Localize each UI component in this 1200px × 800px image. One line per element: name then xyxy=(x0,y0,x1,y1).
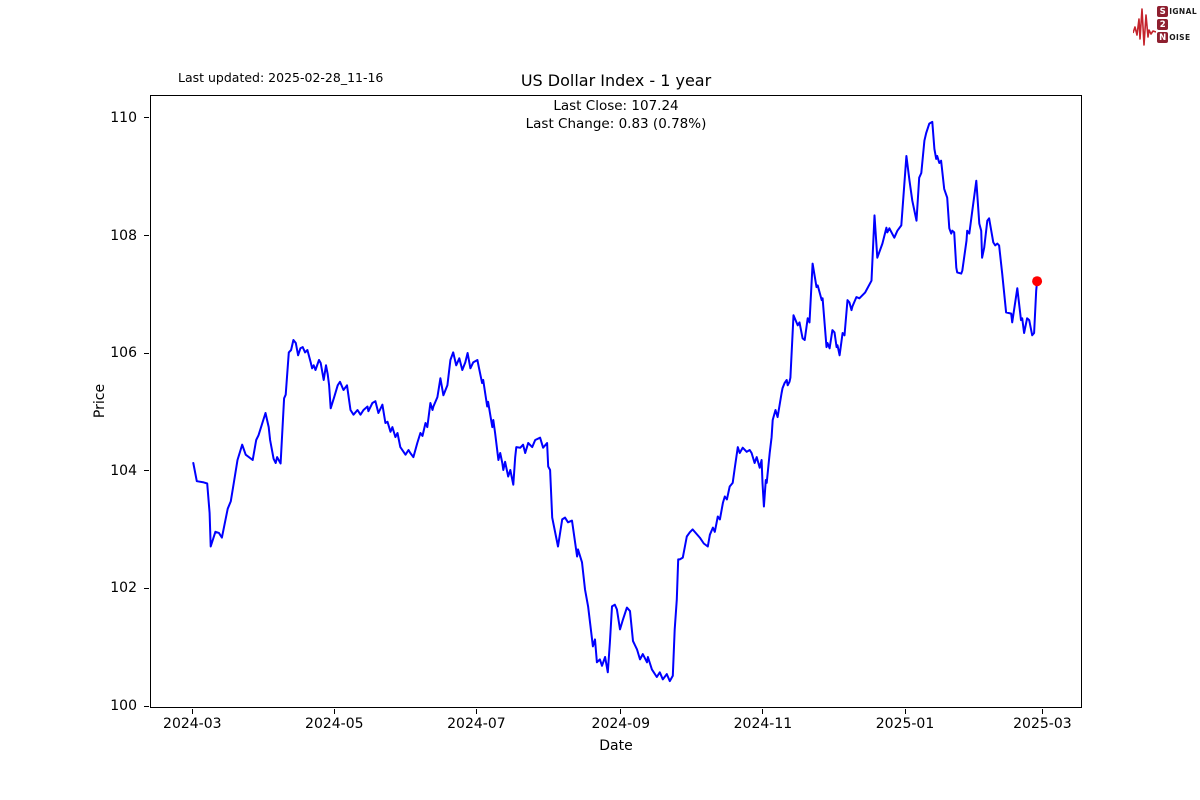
y-axis-label: Price xyxy=(92,383,108,419)
price-chart xyxy=(192,120,1043,683)
price-line xyxy=(192,120,1039,683)
y-tick-mark xyxy=(144,352,149,354)
plot-area xyxy=(150,95,1082,708)
logo-text: S IGNAL 2 N OISE xyxy=(1157,5,1197,44)
waveform-icon xyxy=(1133,8,1157,46)
y-tick-label: 110 xyxy=(110,109,137,126)
y-tick-mark xyxy=(144,117,149,119)
logo-row-noise: N OISE xyxy=(1157,32,1191,43)
x-tick-label: 2025-03 xyxy=(1013,716,1072,732)
y-tick-label: 104 xyxy=(110,462,137,479)
x-axis-label: Date xyxy=(599,738,633,754)
logo-badge-s: S xyxy=(1157,6,1169,17)
logo-row-signal: S IGNAL xyxy=(1157,5,1197,18)
chart-subtitle: Last Close: 107.24 Last Change: 0.83 (0.… xyxy=(150,97,1082,133)
y-tick-mark xyxy=(144,235,149,236)
x-tick-label: 2024-05 xyxy=(305,716,364,732)
x-tick-label: 2024-09 xyxy=(591,716,651,732)
x-tick-label: 2024-03 xyxy=(163,716,222,732)
chart-title: US Dollar Index - 1 year xyxy=(520,71,712,90)
y-tick-label: 106 xyxy=(110,345,137,362)
x-tick-label: 2024-11 xyxy=(733,716,793,732)
y-tick-label: 108 xyxy=(110,227,137,244)
y-tick-mark xyxy=(144,470,149,472)
x-tick-mark xyxy=(904,709,906,714)
y-tick-mark xyxy=(144,587,149,589)
x-tick-mark xyxy=(762,709,764,714)
x-axis-ticks: 2024-03 2024-05 2024-07 2024-09 2024-11 2025-… xyxy=(150,708,1082,748)
x-tick-label: 2024-07 xyxy=(447,716,506,732)
y-axis-ticks: 100 102 104 106 108 110 xyxy=(0,95,150,714)
y-tick-mark xyxy=(144,705,149,707)
x-tick-mark xyxy=(620,709,622,714)
y-tick-label: 102 xyxy=(110,580,137,597)
x-tick-mark xyxy=(191,709,193,714)
logo-badge-n: N xyxy=(1157,32,1169,43)
logo-row-2: 2 xyxy=(1157,18,1197,31)
signal2noise-logo: S IGNAL 2 N OISE xyxy=(1133,5,1197,47)
y-tick-label: 100 xyxy=(110,698,137,714)
x-tick-mark xyxy=(1041,709,1043,714)
logo-badge-2: 2 xyxy=(1157,19,1169,30)
x-tick-mark xyxy=(333,709,335,714)
x-tick-mark xyxy=(475,709,477,714)
last-updated-text: Last updated: 2025-02-28_11-16 xyxy=(178,70,384,85)
x-tick-label: 2025-01 xyxy=(875,716,935,732)
last-close-annotation: Last Close: 107.24 xyxy=(553,98,679,114)
last-change-annotation: Last Change: 0.83 (0.78%) xyxy=(525,116,707,132)
last-close-dot xyxy=(1032,276,1043,287)
